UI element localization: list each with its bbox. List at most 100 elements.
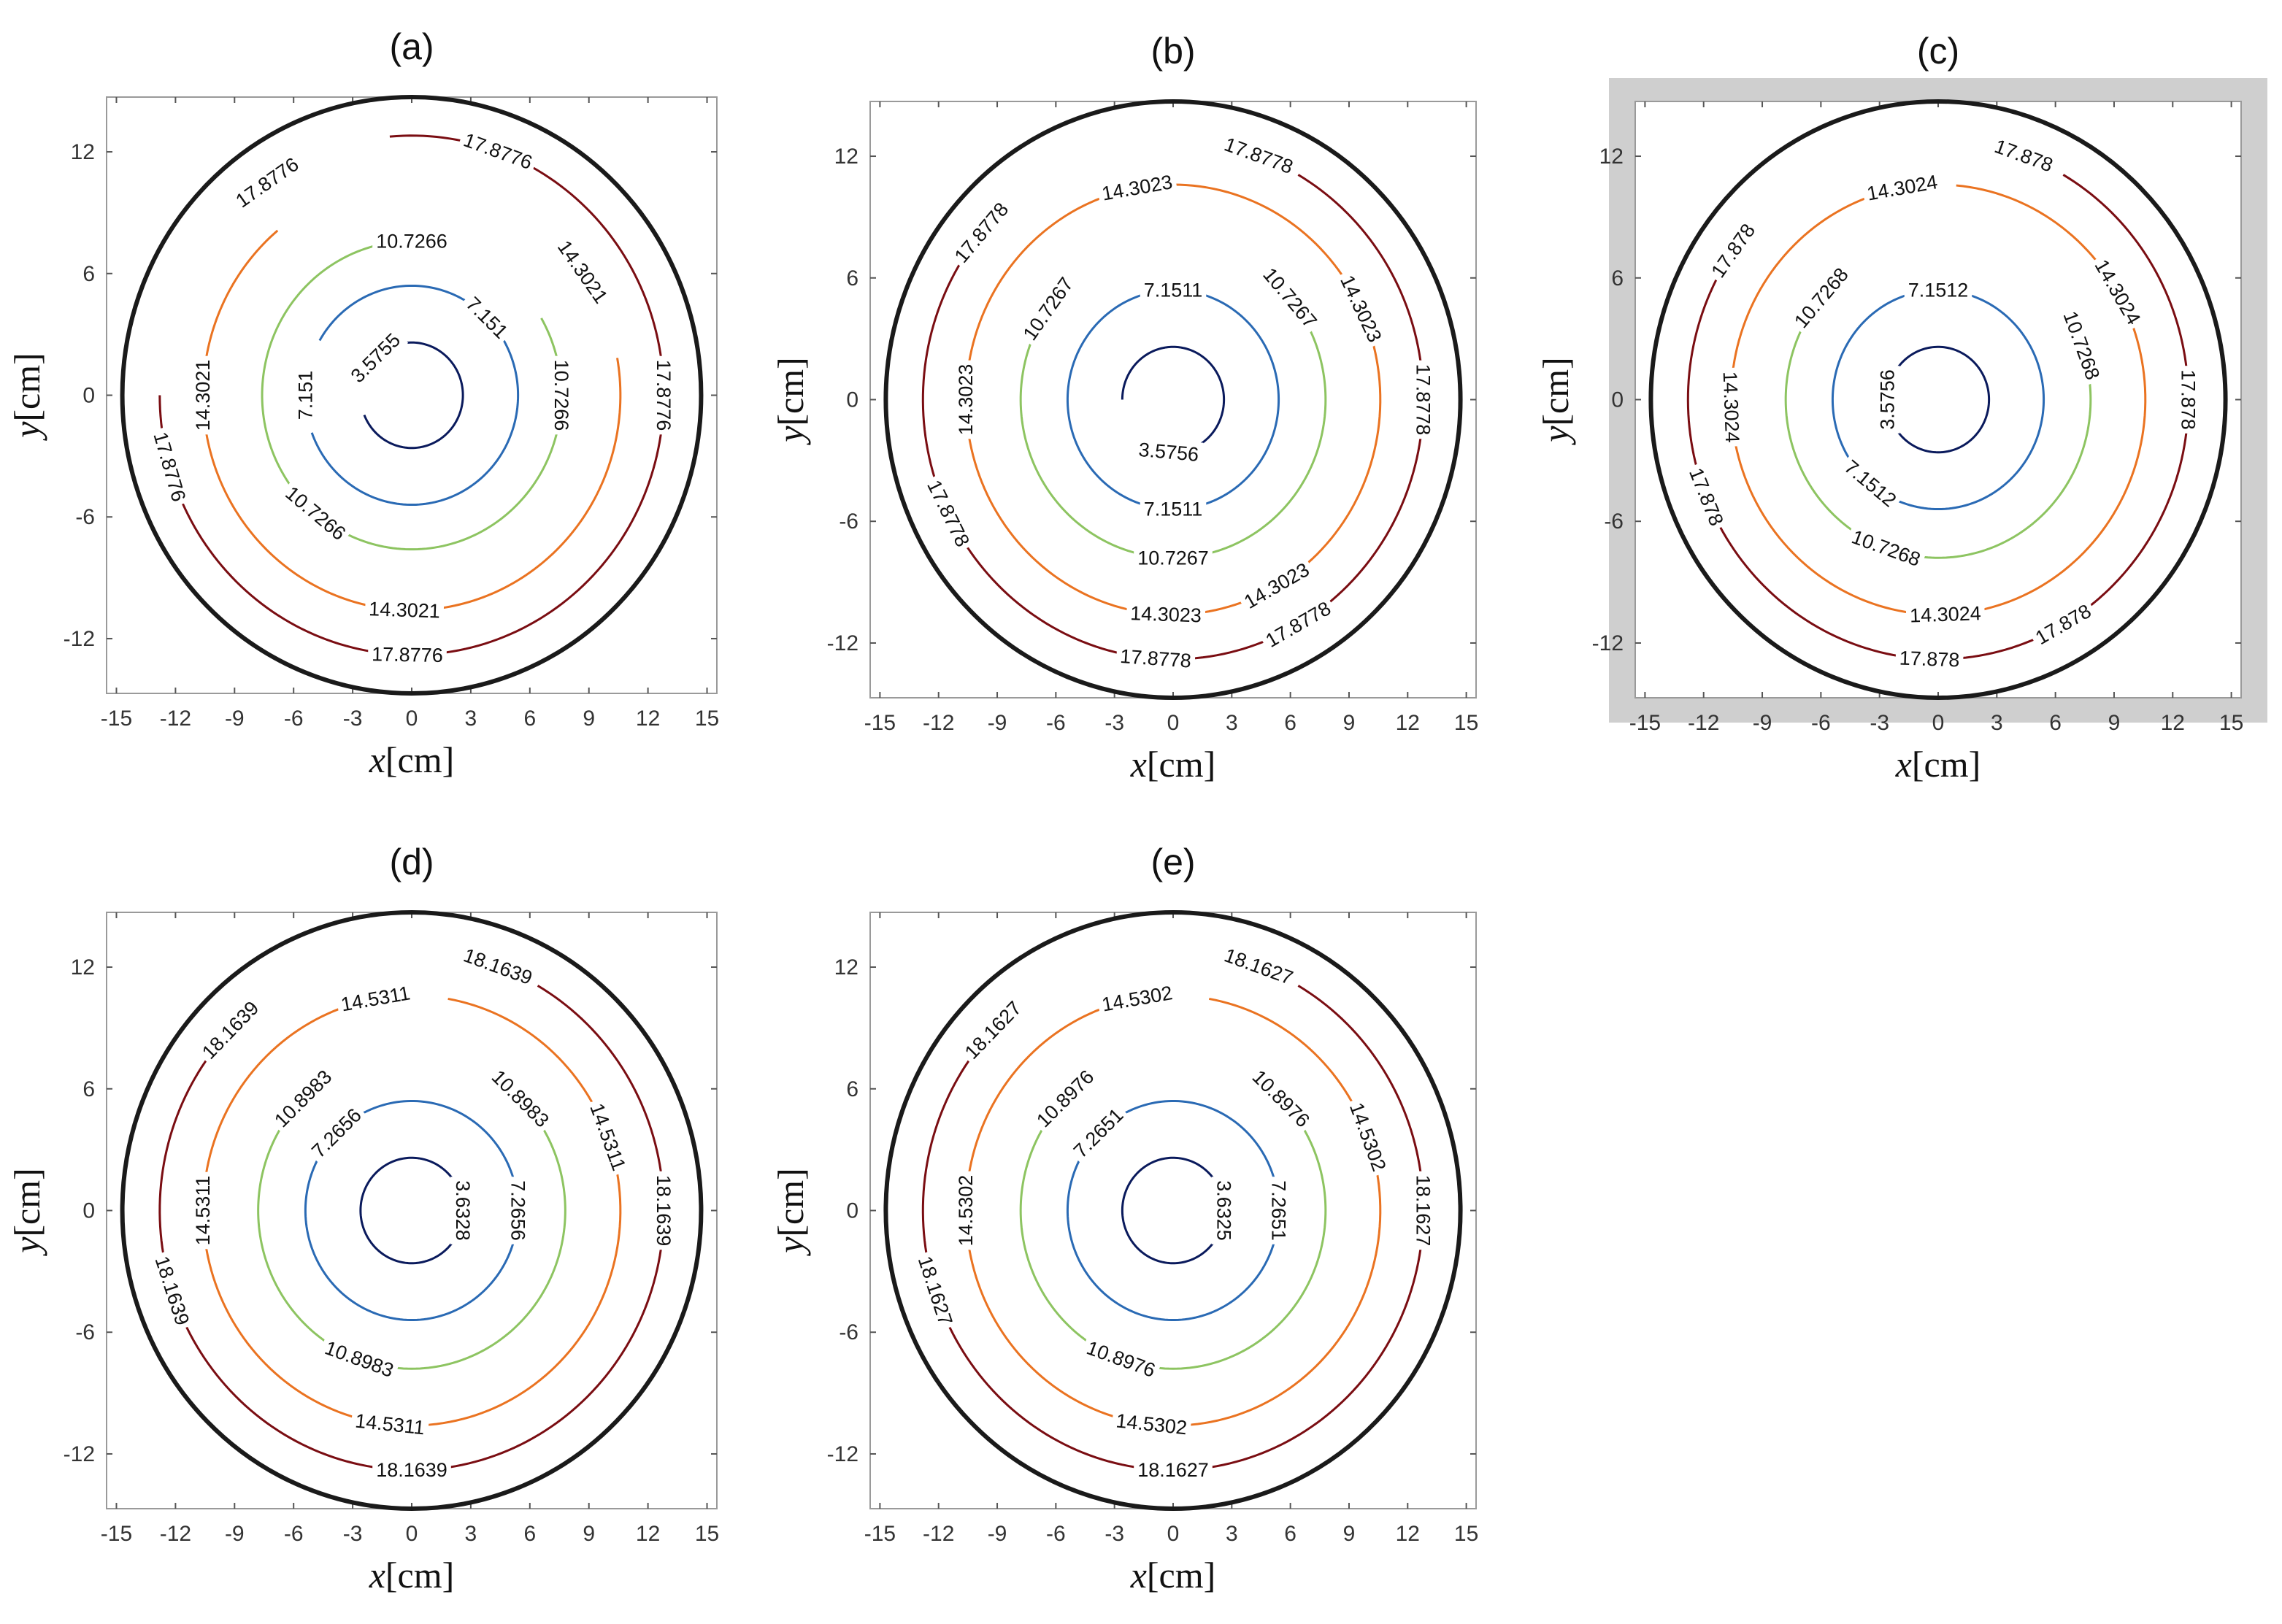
y-tick-label: -6 [839, 1320, 858, 1344]
contour-label-bg [1066, 1100, 1132, 1166]
contour-label: 7.1512 [1908, 279, 1969, 301]
y-axis-var: y [7, 421, 47, 442]
contour-label-bg [1717, 367, 1745, 447]
contour-label-bg [1987, 132, 2060, 180]
y-tick-label: -12 [64, 1442, 95, 1466]
contour-label-bg [191, 1171, 216, 1250]
y-axis-var: y [7, 1236, 47, 1257]
x-tick-label: 12 [2161, 711, 2185, 735]
y-tick-label: 6 [1611, 266, 1624, 290]
contour-label-bg [946, 194, 1017, 272]
x-tick-label: 15 [695, 1522, 719, 1546]
contour-label-bg [456, 126, 539, 177]
contour-label-bg [266, 1062, 340, 1136]
y-tick-label: -6 [75, 1320, 95, 1344]
contour-line [921, 174, 1425, 661]
x-axis-label: x[cm] [1895, 744, 1981, 785]
x-tick-label: 0 [406, 1522, 418, 1546]
x-tick-label: 9 [583, 707, 595, 731]
contour-label-bg [147, 1249, 196, 1332]
x-tick-label: 15 [695, 707, 719, 731]
contour-label: 18.1627 [1413, 1175, 1434, 1247]
x-axis-unit: [cm] [1147, 1555, 1215, 1596]
contour-label-bg [1342, 1096, 1394, 1179]
y-tick-label: 12 [1599, 145, 1624, 169]
contour-label-bg [1134, 436, 1204, 468]
x-tick-label: -12 [1688, 711, 1719, 735]
x-tick-label: -9 [988, 1522, 1007, 1546]
x-tick-label: -12 [160, 707, 191, 731]
x-tick-label: -6 [1811, 711, 1831, 735]
x-tick-label: 0 [1167, 711, 1180, 735]
contour-label-bg [1115, 643, 1196, 674]
x-tick-label: 3 [1991, 711, 2003, 735]
contour-line [1686, 174, 2190, 661]
panel-title: (e) [1150, 842, 1195, 882]
x-axis-label: x[cm] [369, 739, 455, 780]
contour-label: 7.2651 [1268, 1180, 1290, 1241]
x-axis-var: x [1130, 1555, 1147, 1596]
contour-label-bg [1111, 1407, 1192, 1441]
contour-label: 7.151 [294, 371, 316, 420]
contour-label: 14.5302 [955, 1175, 977, 1247]
contour-label: 3.6325 [1213, 1180, 1235, 1241]
contour-label-bg [364, 596, 445, 624]
contour-label-bg [2175, 366, 2201, 434]
x-tick-label: -12 [923, 1522, 954, 1546]
x-tick-label: 6 [2049, 711, 2062, 735]
y-axis-unit: [cm] [770, 357, 811, 426]
y-tick-label: 6 [846, 1077, 858, 1101]
x-tick-label: -3 [1870, 711, 1889, 735]
contour-line [310, 284, 520, 507]
x-tick-label: -15 [864, 1522, 896, 1546]
y-tick-label: 12 [71, 955, 95, 980]
contour-label: 7.1511 [1144, 499, 1203, 520]
contour-label: 14.3024 [1719, 371, 1743, 443]
x-tick-label: 9 [1343, 1522, 1356, 1546]
contour-label-bg [1786, 260, 1856, 336]
y-tick-label: -6 [839, 509, 858, 534]
contour-label-bg [1895, 645, 1964, 673]
x-axis-var: x [1895, 744, 1912, 785]
contour-label-bg [1080, 1334, 1162, 1385]
y-axis-label: y[cm] [770, 357, 811, 446]
x-tick-label: 12 [1396, 711, 1420, 735]
y-tick-label: 6 [846, 266, 858, 290]
contour-label-bg [1905, 601, 1986, 628]
y-tick-label: 0 [1611, 388, 1624, 412]
contour-label-bg [1134, 1458, 1213, 1483]
x-tick-label: -9 [225, 707, 245, 731]
x-tick-label: -6 [1046, 711, 1066, 735]
contour-label-bg [483, 1062, 557, 1136]
contour-label-bg [367, 642, 447, 669]
x-tick-label: -15 [101, 707, 132, 731]
x-tick-label: 12 [636, 1522, 660, 1546]
contour-label-bg [194, 993, 267, 1067]
contour-label-bg [1836, 452, 1905, 515]
contour-label: 17.878 [1899, 647, 1960, 671]
domain-boundary [883, 99, 1463, 700]
contour-label-bg [1861, 169, 1943, 207]
contour-label-bg [1096, 169, 1178, 207]
y-tick-label: -12 [64, 627, 95, 651]
contour-label: 14.3021 [369, 598, 441, 622]
x-tick-label: 6 [1284, 711, 1296, 735]
x-tick-label: -6 [284, 707, 304, 731]
y-axis-unit: [cm] [1535, 357, 1576, 426]
contour-line [1019, 1088, 1327, 1370]
x-tick-label: 15 [1454, 1522, 1478, 1546]
y-axis-var: y [1535, 426, 1576, 446]
contour-label-bg [2056, 304, 2107, 387]
contour-label: 18.1639 [376, 1459, 447, 1481]
y-axis-label: y[cm] [1535, 357, 1576, 446]
x-tick-label: 9 [1343, 711, 1356, 735]
contour-label-bg [1134, 545, 1213, 571]
y-tick-label: -12 [827, 1442, 858, 1466]
contour-label: 10.7267 [1137, 547, 1209, 569]
contour-label-bg [1410, 1171, 1436, 1250]
y-tick-label: 0 [846, 388, 858, 412]
y-tick-label: 12 [71, 140, 95, 164]
contour-label: 14.3021 [192, 360, 214, 431]
contour-line [1066, 1099, 1280, 1322]
contour-label-bg [953, 1171, 979, 1250]
